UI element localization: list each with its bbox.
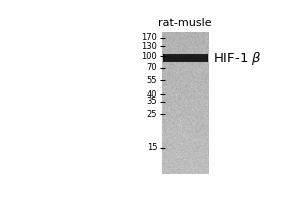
- Bar: [162, 32, 208, 174]
- Text: 15: 15: [147, 143, 157, 152]
- Text: 170: 170: [141, 33, 157, 42]
- Text: 40: 40: [147, 90, 157, 99]
- Text: HIF-1 $\beta$: HIF-1 $\beta$: [213, 50, 262, 67]
- Text: 25: 25: [147, 110, 157, 119]
- Text: 70: 70: [147, 63, 157, 72]
- Text: 55: 55: [147, 76, 157, 85]
- Text: 130: 130: [141, 42, 157, 51]
- Text: 100: 100: [142, 52, 157, 61]
- Text: 35: 35: [147, 97, 157, 106]
- Text: rat-musle: rat-musle: [158, 18, 212, 28]
